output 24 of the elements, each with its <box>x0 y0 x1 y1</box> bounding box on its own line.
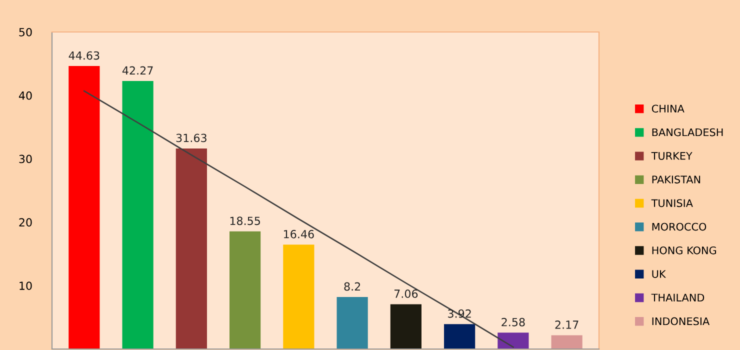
legend-label: TURKEY <box>651 152 692 160</box>
legend-label: THAILAND <box>651 294 704 302</box>
legend-label: UK <box>652 270 666 278</box>
legend-label: MOROCCO <box>652 222 706 231</box>
y-tick-label: 50 <box>19 28 32 36</box>
legend-label: CHINA <box>652 104 684 113</box>
legend-label: INDONESIA <box>652 317 710 326</box>
y-tick-label: 30 <box>19 154 32 164</box>
data-label: 16.46 <box>284 230 314 238</box>
data-label: 8.2 <box>344 282 360 291</box>
data-label: 7.06 <box>394 290 418 298</box>
legend-label: BANGLADESH <box>652 128 723 136</box>
data-label: 2.17 <box>555 320 578 329</box>
y-tick-label: 20 <box>19 218 32 227</box>
legend-label: TUNISIA <box>651 199 693 208</box>
data-label: 2.58 <box>502 318 525 326</box>
y-tick-label: 40 <box>18 91 32 100</box>
y-tick-label: 10 <box>20 282 32 290</box>
legend-label: HONG KONG <box>652 246 716 254</box>
data-label: 31.63 <box>176 134 206 142</box>
data-label: 18.55 <box>230 216 260 226</box>
data-label: 42.27 <box>122 66 153 75</box>
legend-label: PAKISTAN <box>652 176 700 184</box>
data-label: 44.63 <box>68 51 100 60</box>
